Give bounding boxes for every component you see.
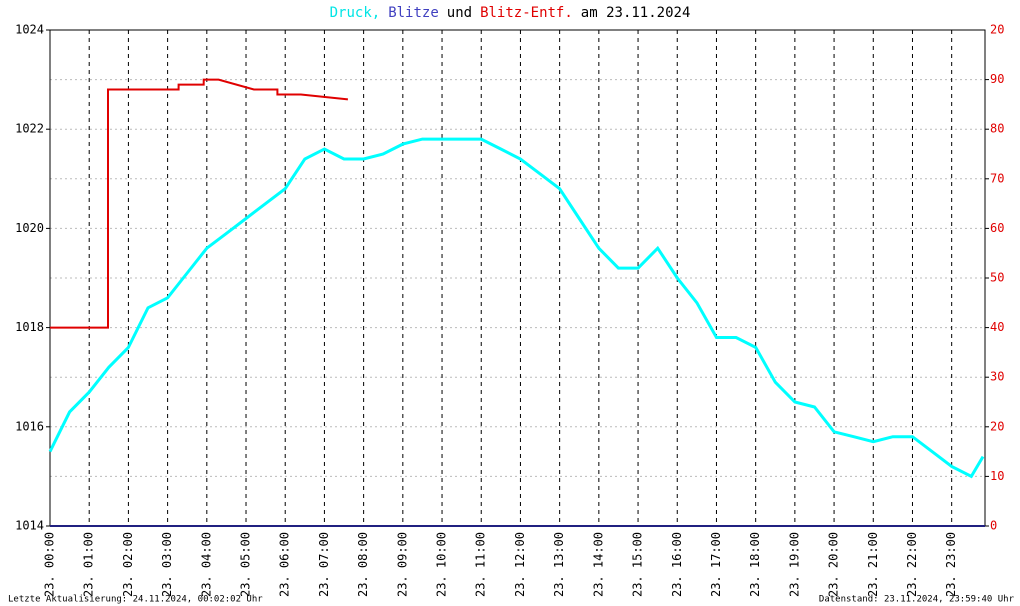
x-tick-label: 23. 20:00	[827, 532, 841, 597]
y-tick-label: 1018	[15, 320, 44, 334]
y2-tick-label: 50	[990, 271, 1004, 285]
y-tick-label: 1024	[15, 23, 44, 37]
y-tick-label: 1014	[15, 519, 44, 533]
y2-tick-label: 10	[990, 469, 1004, 483]
x-tick-label: 23. 01:00	[82, 532, 96, 597]
x-tick-label: 23. 17:00	[709, 532, 723, 597]
x-tick-label: 23. 00:00	[43, 532, 57, 597]
x-tick-label: 23. 10:00	[435, 532, 449, 597]
x-tick-label: 23. 06:00	[278, 532, 292, 597]
title-part: Blitze	[388, 5, 439, 21]
series-line	[50, 78, 349, 329]
title-part: Druck,	[330, 5, 381, 21]
footer-left: Letzte Aktualisierung: 24.11.2024, 00:02…	[8, 595, 263, 605]
y2-tick-label: 20	[990, 419, 1004, 433]
x-tick-label: 23. 11:00	[474, 532, 488, 597]
y2-tick-label: 70	[990, 171, 1004, 185]
x-tick-label: 23. 23:00	[944, 532, 958, 597]
x-tick-label: 23. 15:00	[631, 532, 645, 597]
y-tick-label: 1016	[15, 419, 44, 433]
x-tick-label: 23. 09:00	[395, 532, 409, 597]
x-tick-label: 23. 05:00	[239, 532, 253, 597]
y2-tick-label: 90	[990, 72, 1004, 86]
x-tick-label: 23. 21:00	[866, 532, 880, 597]
y2-tick-label: 40	[990, 320, 1004, 334]
x-tick-label: 23. 07:00	[317, 532, 331, 597]
y2-tick-label: 20	[990, 23, 1004, 37]
y2-tick-label: 60	[990, 221, 1004, 235]
footer-right: Datenstand: 23.11.2024, 23:59:40 Uhr	[819, 595, 1015, 605]
series-line	[48, 137, 985, 479]
chart-title: Druck, Blitze und Blitz-Entf. am 23.11.2024	[330, 5, 691, 21]
x-tick-label: 23. 13:00	[552, 532, 566, 597]
x-tick-label: 23. 02:00	[121, 532, 135, 597]
y-tick-label: 1020	[15, 221, 44, 235]
x-tick-label: 23. 14:00	[591, 532, 605, 597]
x-tick-label: 23. 18:00	[748, 532, 762, 597]
title-part: und	[447, 5, 472, 21]
x-tick-label: 23. 04:00	[199, 532, 213, 597]
x-tick-label: 23. 12:00	[513, 532, 527, 597]
y2-tick-label: 80	[990, 122, 1004, 136]
y-tick-label: 1022	[15, 122, 44, 136]
title-part: Blitz-Entf.	[480, 5, 573, 21]
title-part: am 23.11.2024	[581, 5, 691, 21]
x-tick-label: 23. 16:00	[670, 532, 684, 597]
y2-tick-label: 30	[990, 370, 1004, 384]
x-tick-label: 23. 19:00	[787, 532, 801, 597]
x-tick-label: 23. 22:00	[905, 532, 919, 597]
x-tick-label: 23. 08:00	[356, 532, 370, 597]
x-tick-label: 23. 03:00	[160, 532, 174, 597]
y2-tick-label: 0	[990, 519, 997, 533]
